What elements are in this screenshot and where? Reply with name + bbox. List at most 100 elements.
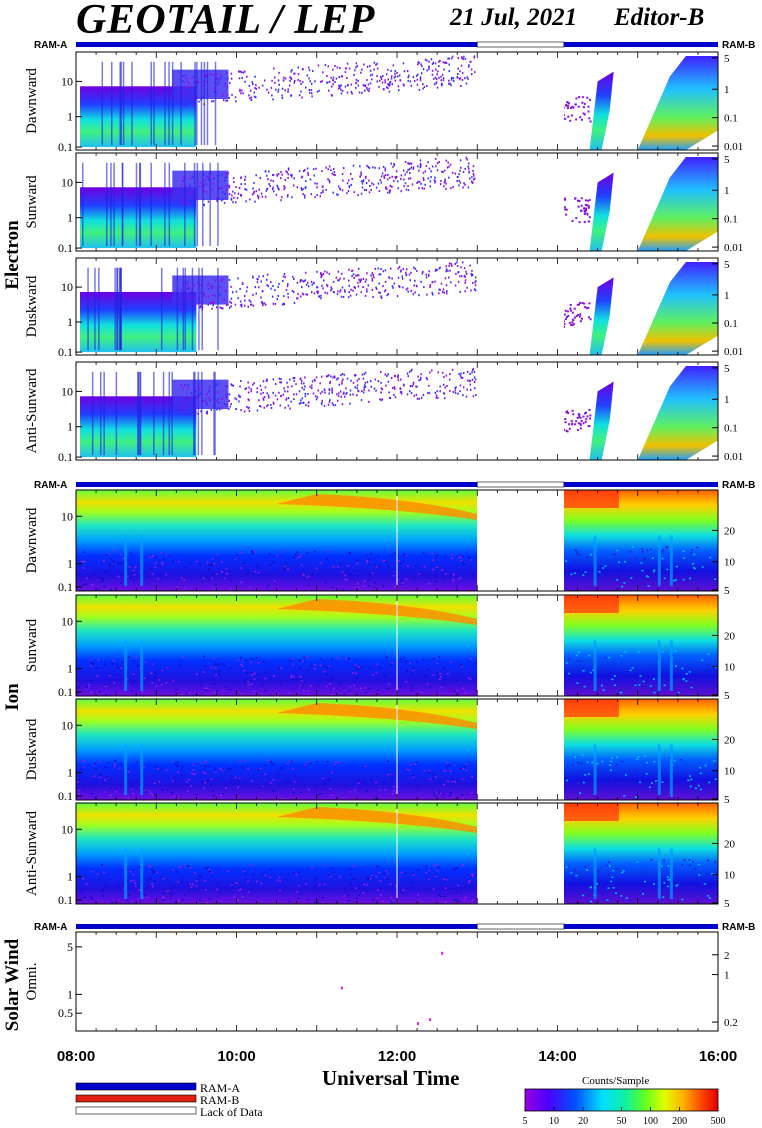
colorbar-tick-label: 500	[711, 1116, 726, 1127]
left-tick-label: 5	[67, 940, 73, 954]
right-tick-label: 0.01	[724, 242, 743, 254]
panel-label: Anti-Sunward	[24, 368, 40, 453]
left-tick-label: 0.1	[58, 450, 73, 464]
left-tick-label: 1	[67, 870, 73, 884]
right-tick-label: 0.1	[724, 113, 738, 125]
editor-label: Editor-B	[614, 4, 705, 31]
right-tick-label: 5	[724, 585, 730, 597]
right-tick-label: 5	[724, 53, 730, 65]
left-tick-label: 1	[67, 766, 73, 780]
left-tick-label: 10	[61, 614, 73, 628]
colorbar-title: Counts/Sample	[582, 1075, 650, 1087]
panel-label: Dawnward	[24, 507, 40, 573]
left-tick-label: 0.1	[58, 789, 73, 803]
ram-a-bar	[76, 42, 478, 47]
ram-a-label: RAM-A	[34, 40, 67, 51]
panel-label: Dawnward	[24, 68, 40, 134]
group-label: Ion	[2, 683, 23, 711]
right-tick-label: 10	[724, 557, 736, 569]
right-tick-label: 1	[724, 84, 730, 96]
panel-ion-anti-sunward: 10 1 0.1 20 10 5 Anti-Sunward	[24, 802, 736, 910]
colorbar-tick-label: 200	[672, 1116, 687, 1127]
legend-ram-a-label: RAM-A	[200, 1081, 241, 1095]
colorbar-tick-label: 20	[578, 1116, 588, 1127]
left-tick-label: 10	[61, 384, 73, 398]
left-tick-label: 0.1	[58, 580, 73, 594]
panel-label: Omni.	[24, 963, 40, 1001]
ram-b-label: RAM-B	[722, 40, 755, 51]
lack-of-data-bar	[476, 41, 565, 48]
x-tick-label: 08:00	[57, 1048, 95, 1065]
x-tick-label: 16:00	[699, 1048, 737, 1065]
right-tick-label: 1	[724, 290, 730, 302]
left-tick-label: 10	[61, 74, 73, 88]
left-tick-label: 1	[67, 662, 73, 676]
right-tick-label: 5	[724, 154, 730, 166]
panel-label: Sunward	[24, 618, 40, 672]
left-tick-label: 1	[67, 987, 73, 1001]
right-tick-label: 20	[724, 630, 736, 642]
x-tick-label: 14:00	[538, 1048, 576, 1065]
left-tick-label: 0.5	[58, 1006, 73, 1020]
lack-of-data-bar	[476, 923, 565, 930]
right-tick-label: 0.1	[724, 214, 738, 226]
panel-label: Duskward	[24, 718, 40, 780]
legend-ram-a-bar	[75, 1082, 197, 1091]
ram-a-bar	[563, 482, 718, 487]
left-tick-label: 1	[67, 420, 73, 434]
right-tick-label: 0.01	[724, 451, 743, 463]
left-tick-label: 0.1	[58, 685, 73, 699]
left-tick-label: 1	[67, 110, 73, 124]
panel-electron-anti-sunward: 10 1 0.1 5 1 0.1 0.01 Anti-Sunward	[24, 361, 743, 464]
left-tick-label: 0.1	[58, 241, 73, 255]
left-tick-label: 10	[61, 280, 73, 294]
right-tick-label: 0.01	[724, 346, 743, 358]
page-title: GEOTAIL / LEP	[76, 0, 375, 43]
ram-a-label: RAM-A	[34, 480, 67, 491]
right-tick-label: 5	[724, 794, 730, 806]
left-tick-label: 10	[61, 175, 73, 189]
ram-b-label: RAM-B	[722, 480, 755, 491]
ram-a-bar	[76, 924, 478, 929]
left-tick-label: 0.1	[58, 345, 73, 359]
right-tick-label: 0.1	[724, 318, 738, 330]
right-tick-label: 1	[724, 394, 730, 406]
group-label: Solar Wind	[2, 938, 23, 1031]
right-tick-label: 20	[724, 838, 736, 850]
right-tick-label: 20	[724, 734, 736, 746]
x-axis-title: Universal Time	[322, 1066, 460, 1090]
lack-of-data-bar	[476, 481, 565, 488]
right-tick-label: 20	[724, 525, 736, 537]
right-tick-label: 10	[724, 870, 736, 882]
panel-electron-dawnward: 10 1 0.1 5 1 0.1 0.01 Dawnward	[24, 51, 743, 154]
left-tick-label: 1	[67, 315, 73, 329]
left-tick-label: 10	[61, 509, 73, 523]
panel-ion-duskward: 10 1 0.1 20 10 5 Duskward	[24, 698, 736, 806]
colorbar-tick-label: 10	[549, 1116, 559, 1127]
panel-electron-duskward: 10 1 0.1 5 1 0.1 0.01 Duskward	[24, 257, 743, 359]
right-tick-label: 5	[724, 259, 730, 271]
right-tick-label: 5	[724, 363, 730, 375]
panel-electron-sunward: 10 1 0.1 5 1 0.1 0.01 Sunward	[24, 152, 743, 255]
right-tick-label: 0.2	[724, 1017, 738, 1029]
left-tick-label: 0.1	[58, 140, 73, 154]
colorbar-tick-label: 5	[523, 1116, 528, 1127]
panel-label: Duskward	[24, 275, 40, 337]
right-tick-label: 0.1	[724, 423, 738, 435]
right-tick-label: 0.01	[724, 141, 743, 153]
panel-label: Sunward	[24, 175, 40, 229]
legend-lack-bar	[75, 1106, 197, 1115]
legend-ram-b-bar	[75, 1094, 197, 1103]
left-tick-label: 1	[67, 211, 73, 225]
right-tick-label: 1	[724, 185, 730, 197]
right-tick-label: 1	[724, 970, 730, 982]
panel-ion-dawnward: 10 1 0.1 20 10 5 Dawnward	[24, 489, 736, 597]
colorbar-tick-label: 50	[617, 1116, 627, 1127]
ram-a-label: RAM-A	[34, 922, 67, 933]
left-tick-label: 10	[61, 822, 73, 836]
panel-solar-wind-omni-: 5 1 0.5 2 1 0.2 Omni.	[24, 931, 738, 1032]
date-label: 21 Jul, 2021	[450, 4, 578, 31]
group-label: Electron	[2, 220, 23, 290]
right-tick-label: 2	[724, 950, 730, 962]
